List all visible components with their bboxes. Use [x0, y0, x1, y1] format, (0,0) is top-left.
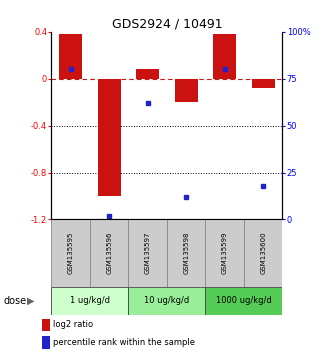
Bar [128, 219, 167, 287]
Text: GSM135595: GSM135595 [68, 232, 74, 274]
Text: 10 ug/kg/d: 10 ug/kg/d [144, 296, 189, 306]
Text: log2 ratio: log2 ratio [53, 320, 93, 330]
Text: ▶: ▶ [27, 296, 35, 306]
Text: GSM135596: GSM135596 [106, 232, 112, 274]
Text: 1000 ug/kg/d: 1000 ug/kg/d [216, 296, 272, 306]
Text: GSM135597: GSM135597 [145, 232, 151, 274]
Text: 1 ug/kg/d: 1 ug/kg/d [70, 296, 110, 306]
Text: GSM135598: GSM135598 [183, 232, 189, 274]
Bar [42, 336, 50, 349]
Text: GSM135599: GSM135599 [222, 232, 228, 274]
Bar [205, 219, 244, 287]
Bar [205, 287, 282, 315]
Bar [244, 219, 282, 287]
Text: percentile rank within the sample: percentile rank within the sample [53, 338, 195, 347]
Bar [213, 34, 236, 79]
Bar [90, 219, 128, 287]
Bar [59, 34, 82, 79]
Bar [128, 287, 205, 315]
Text: GSM135600: GSM135600 [260, 232, 266, 274]
Bar [252, 79, 275, 88]
Bar [167, 219, 205, 287]
Bar [98, 79, 121, 196]
Bar [51, 219, 90, 287]
Text: dose: dose [3, 296, 26, 306]
Bar [51, 287, 128, 315]
Bar [136, 69, 159, 79]
Bar [175, 79, 198, 102]
Bar [42, 319, 50, 331]
Title: GDS2924 / 10491: GDS2924 / 10491 [112, 18, 222, 31]
